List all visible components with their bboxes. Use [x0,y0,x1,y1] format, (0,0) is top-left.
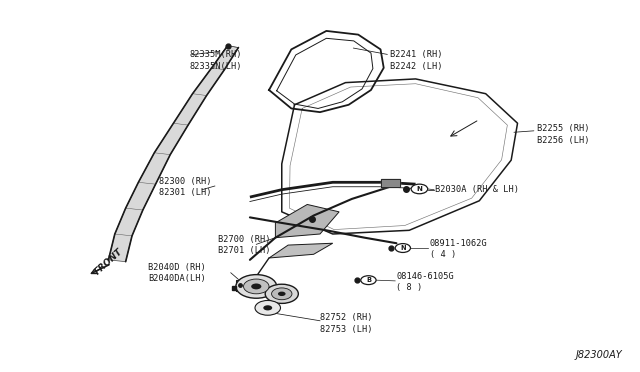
Text: 82752 (RH)
82753 (LH): 82752 (RH) 82753 (LH) [320,313,372,334]
Polygon shape [275,205,339,238]
Polygon shape [236,280,244,291]
Circle shape [251,283,261,289]
Text: FRONT: FRONT [93,247,124,276]
Text: B2255 (RH)
B2256 (LH): B2255 (RH) B2256 (LH) [537,124,589,145]
Text: 82335M(RH)
82335N(LH): 82335M(RH) 82335N(LH) [189,50,242,71]
Circle shape [361,276,376,285]
Text: 82300 (RH)
82301 (LH): 82300 (RH) 82301 (LH) [159,176,212,197]
Circle shape [255,301,280,315]
Text: J82300AY: J82300AY [576,350,623,360]
Polygon shape [381,179,399,187]
Circle shape [271,288,292,300]
Text: B2700 (RH)
B2701 (LH): B2700 (RH) B2701 (LH) [218,235,271,255]
Text: 08146-6105G
( 8 ): 08146-6105G ( 8 ) [396,272,454,292]
Text: 08911-1062G
( 4 ): 08911-1062G ( 4 ) [429,238,487,259]
Text: B2030A (RH & LH): B2030A (RH & LH) [435,185,518,194]
Circle shape [263,305,272,310]
Circle shape [265,284,298,304]
Text: B: B [366,277,371,283]
Polygon shape [269,243,333,258]
Circle shape [278,292,285,296]
Circle shape [236,275,276,298]
Circle shape [411,184,428,194]
Circle shape [244,279,269,294]
Polygon shape [108,46,239,262]
Text: N: N [400,245,406,251]
Text: N: N [417,186,422,192]
Circle shape [395,244,410,253]
Text: B2241 (RH)
B2242 (LH): B2241 (RH) B2242 (LH) [390,50,443,71]
Text: B2040D (RH)
B2040DA(LH): B2040D (RH) B2040DA(LH) [148,263,205,283]
